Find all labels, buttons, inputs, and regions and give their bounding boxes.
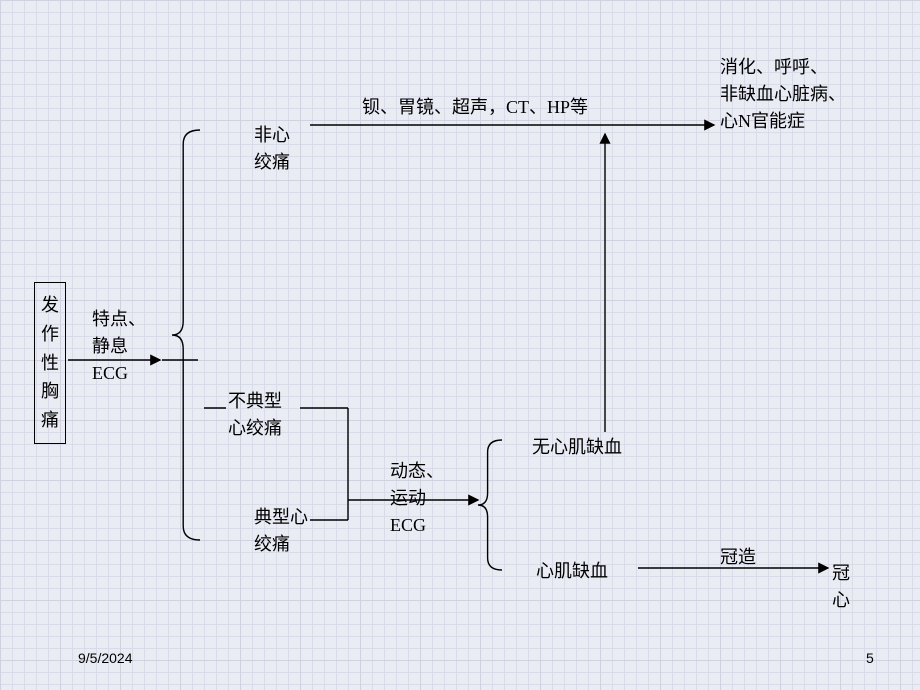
footer-date: 9/5/2024 [78,650,133,666]
diagram-canvas: 发作性胸痛 特点、 静息 ECG 非心 绞痛不典型 心绞痛典型心 绞痛 钡、胃镜、超声… [0,0,920,690]
node-branch2_b: 心肌缺血 [536,558,608,585]
node-branch1_a: 非心 绞痛 [254,122,290,176]
node-top_result: 消化、呼呼、 非缺血心脏病、 心N官能症 [720,54,846,135]
node-coronary_label: 冠造 [720,544,756,571]
node-coronary_result: 冠 心 [832,560,850,614]
node-branch1_b: 不典型 心绞痛 [228,388,282,442]
node-edge1_label: 特点、 静息 ECG [92,306,146,387]
footer-page-number: 5 [866,650,874,666]
node-mid_ecg_label: 动态、 运动 ECG [390,458,444,539]
node-branch1_c: 典型心 绞痛 [254,504,308,558]
node-top_arrow_label: 钡、胃镜、超声，CT、HP等 [362,94,588,121]
node-root-label: 发作性胸痛 [41,291,59,435]
node-branch2_a: 无心肌缺血 [532,434,622,461]
node-root: 发作性胸痛 [34,282,66,444]
